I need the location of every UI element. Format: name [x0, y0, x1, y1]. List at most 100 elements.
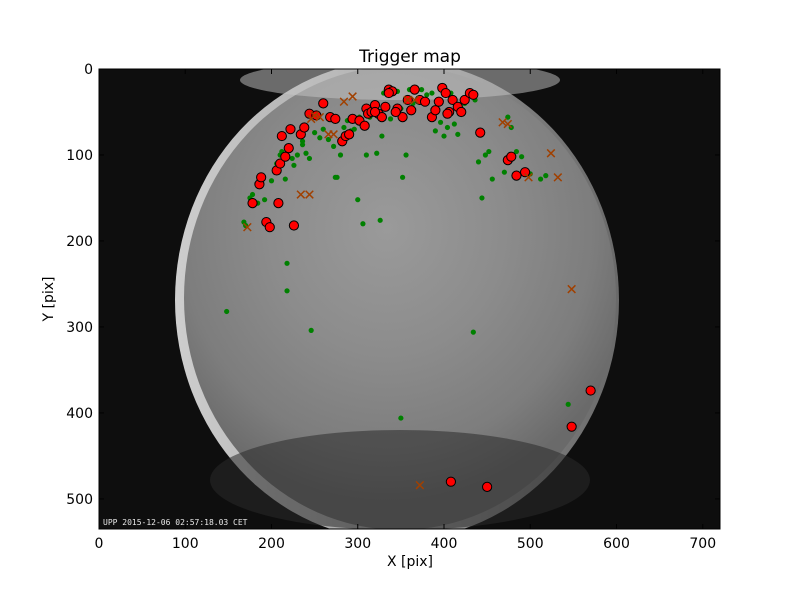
green-trigger-point [331, 143, 337, 149]
cross-trigger-point [567, 284, 576, 294]
green-trigger-point [249, 191, 256, 198]
green-trigger-point [303, 150, 309, 156]
cross-trigger-point [546, 148, 556, 158]
cross-trigger-point [348, 92, 357, 101]
green-trigger-point [475, 159, 482, 165]
x-tick-label: 700 [689, 536, 716, 552]
x-axis: 0 100 200 300 400 500 600 700 [95, 69, 716, 552]
green-trigger-point [513, 148, 520, 155]
sky-top-edge [240, 69, 560, 100]
cross-trigger-point [498, 117, 507, 127]
red-trigger-point [383, 87, 394, 99]
red-trigger-point [511, 170, 522, 181]
y-axis: 0 100 200 300 400 500 [66, 62, 720, 508]
red-trigger-point [442, 108, 453, 119]
green-trigger-point [268, 178, 275, 184]
series-layer [224, 82, 596, 492]
green-trigger-point [224, 308, 230, 315]
cross-trigger-point [310, 111, 319, 120]
green-trigger-point [505, 114, 511, 120]
green-trigger-point [282, 176, 288, 182]
plot-area: UPP 2015-12-06 02:57:18.03 CET [99, 69, 720, 529]
green-trigger-point [341, 124, 347, 131]
red-trigger-point [390, 106, 401, 118]
green-trigger-point [432, 128, 438, 134]
cross-trigger-point [553, 173, 563, 182]
red-trigger-point [285, 124, 296, 135]
red-trigger-point [280, 151, 291, 162]
green-trigger-point [308, 327, 314, 333]
green-trigger-point [451, 121, 457, 127]
green-trigger-point [437, 119, 444, 125]
green-trigger-point [519, 154, 525, 160]
green-trigger-point [317, 135, 323, 141]
cross-trigger-point [339, 97, 349, 107]
green-trigger-point [538, 176, 544, 182]
green-trigger-point [479, 195, 485, 201]
x-tick-label: 600 [603, 536, 630, 552]
timestamp-text: UPP 2015-12-06 02:57:18.03 CET [103, 518, 248, 527]
cross-trigger-point [305, 190, 314, 199]
red-trigger-point [318, 98, 329, 109]
x-tick-label: 100 [172, 536, 199, 552]
red-trigger-point [482, 481, 493, 492]
x-tick-label: 300 [344, 536, 371, 552]
green-trigger-point [486, 148, 492, 155]
green-trigger-point [470, 329, 476, 335]
y-axis-label: Y [pix] [41, 277, 57, 323]
green-trigger-point [291, 162, 297, 168]
green-trigger-point [501, 169, 507, 175]
red-trigger-point [283, 143, 294, 154]
green-trigger-point [379, 133, 385, 139]
red-trigger-point [566, 421, 577, 432]
green-trigger-point [294, 152, 300, 158]
red-trigger-point [256, 172, 267, 183]
chart-title: Trigger map [358, 47, 461, 67]
red-trigger-point [299, 122, 310, 133]
red-trigger-point [447, 94, 458, 106]
red-trigger-point [273, 198, 284, 209]
red-trigger-point [506, 151, 517, 162]
x-axis-label: X [pix] [387, 554, 433, 570]
green-trigger-point [387, 116, 394, 122]
green-trigger-point [355, 197, 361, 203]
y-tick-label: 200 [66, 234, 93, 250]
red-trigger-point [330, 113, 341, 124]
y-tick-label: 500 [66, 492, 93, 508]
red-trigger-point [380, 101, 391, 112]
green-trigger-point [360, 221, 366, 227]
green-trigger-point [284, 288, 290, 294]
green-trigger-point [262, 197, 268, 203]
red-trigger-point [456, 106, 467, 118]
green-trigger-point [418, 87, 425, 93]
green-trigger-point [306, 155, 313, 162]
green-trigger-point [455, 131, 461, 137]
red-trigger-point [369, 106, 381, 118]
green-trigger-point [482, 152, 488, 158]
green-trigger-point [565, 401, 571, 407]
green-trigger-point [284, 260, 290, 266]
red-trigger-point [276, 130, 287, 142]
green-trigger-point [441, 133, 447, 139]
green-trigger-point [424, 92, 430, 98]
green-trigger-point [429, 90, 435, 96]
y-tick-label: 300 [66, 320, 93, 336]
green-trigger-point [377, 217, 383, 223]
red-trigger-point [445, 476, 456, 487]
red-trigger-point [585, 385, 596, 396]
red-trigger-point [459, 94, 470, 106]
cross-trigger-point [503, 119, 513, 129]
green-trigger-point [325, 136, 332, 143]
green-trigger-point [403, 152, 409, 158]
red-trigger-point [275, 158, 286, 169]
cross-trigger-point [243, 222, 252, 232]
red-trigger-point [247, 198, 258, 209]
green-trigger-point [334, 174, 340, 180]
red-trigger-point [419, 96, 431, 107]
cross-trigger-point [524, 173, 533, 182]
green-trigger-point [337, 152, 344, 158]
red-trigger-point [475, 127, 486, 138]
red-trigger-point [264, 222, 275, 233]
red-trigger-point [406, 105, 417, 116]
